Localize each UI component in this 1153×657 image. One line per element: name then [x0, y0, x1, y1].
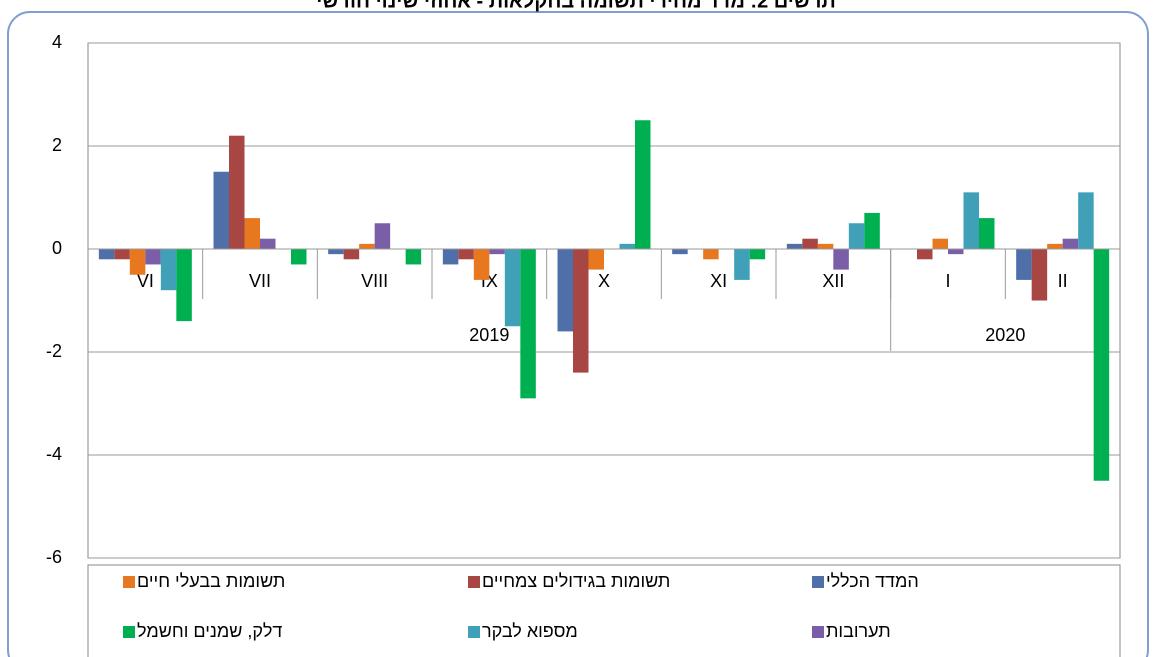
bar	[573, 249, 589, 373]
bar	[635, 120, 651, 249]
y-tick-label: 0	[52, 238, 62, 258]
bar	[504, 249, 521, 327]
bar	[442, 249, 459, 265]
y-tick-label: 2	[52, 135, 62, 155]
bar	[703, 249, 719, 260]
legend-label: המדד הכללי	[826, 571, 919, 591]
bar	[229, 135, 245, 249]
plot-area	[87, 42, 1121, 559]
x-tick-label: VIII	[361, 271, 388, 291]
bar	[833, 249, 849, 270]
bar	[932, 238, 948, 249]
bar	[917, 249, 933, 260]
bar	[260, 238, 276, 249]
y-tick-label: -2	[46, 341, 62, 361]
legend-swatch	[123, 626, 135, 638]
bar	[473, 249, 490, 280]
legend-label: תערובות	[826, 621, 891, 641]
x-tick-label: VII	[249, 271, 271, 291]
bar	[176, 249, 192, 322]
y-tick-label: -6	[46, 547, 62, 567]
legend-swatch	[812, 576, 824, 588]
legend-swatch	[468, 576, 480, 588]
bar	[817, 243, 834, 249]
bar	[557, 249, 573, 332]
legend-swatch	[468, 626, 480, 638]
legend-label: תשומות בבעלי חיים	[137, 571, 285, 591]
y-tick-label: -4	[46, 444, 62, 464]
bar	[98, 249, 115, 260]
bar	[1062, 238, 1079, 249]
x-tick-label: XII	[822, 271, 844, 291]
legend-label: תשומות בגידולים צמחיים	[482, 571, 670, 591]
legend-label: מספוא לבקר	[482, 621, 578, 641]
x-tick-label: I	[945, 271, 950, 291]
bar	[343, 249, 360, 260]
y-tick-label: 4	[52, 32, 62, 52]
year-label: 2020	[985, 325, 1025, 345]
bar	[405, 249, 422, 265]
bar	[145, 249, 161, 265]
bar	[864, 212, 880, 249]
bar	[1047, 243, 1063, 249]
bar	[114, 249, 130, 260]
bar	[458, 249, 474, 260]
bar	[1031, 249, 1048, 301]
bar	[619, 243, 635, 249]
bar	[1093, 249, 1110, 481]
bar	[948, 249, 964, 255]
bar	[963, 192, 979, 249]
bar	[213, 171, 229, 249]
x-tick-label: X	[598, 271, 610, 291]
bar	[374, 223, 391, 249]
bar	[672, 249, 688, 255]
bar	[129, 249, 146, 275]
bar	[786, 243, 803, 249]
bar	[979, 218, 995, 249]
bar	[588, 249, 604, 270]
bar	[520, 249, 536, 399]
bar	[1016, 249, 1032, 280]
legend-swatch	[812, 626, 824, 638]
chart-title: תרשים 2: מדד מחירי תשומה בחקלאות - אחוזי…	[316, 0, 836, 12]
bar	[1078, 192, 1094, 249]
year-label: 2019	[469, 325, 509, 345]
legend-label: דלק, שמנים וחשמל	[137, 621, 282, 641]
bar	[749, 249, 766, 260]
legend-swatch	[123, 576, 135, 588]
legend	[87, 564, 1121, 657]
bar	[489, 249, 505, 255]
bar	[359, 243, 375, 249]
bar	[848, 223, 865, 249]
bar	[244, 218, 260, 249]
bar	[291, 249, 307, 265]
x-tick-label: XI	[710, 271, 727, 291]
bar	[160, 249, 177, 291]
bar	[734, 249, 750, 280]
x-tick-label: VI	[137, 271, 154, 291]
bar	[802, 238, 818, 249]
chart-border	[7, 11, 1149, 657]
bar	[328, 249, 344, 255]
x-tick-label: II	[1058, 271, 1068, 291]
